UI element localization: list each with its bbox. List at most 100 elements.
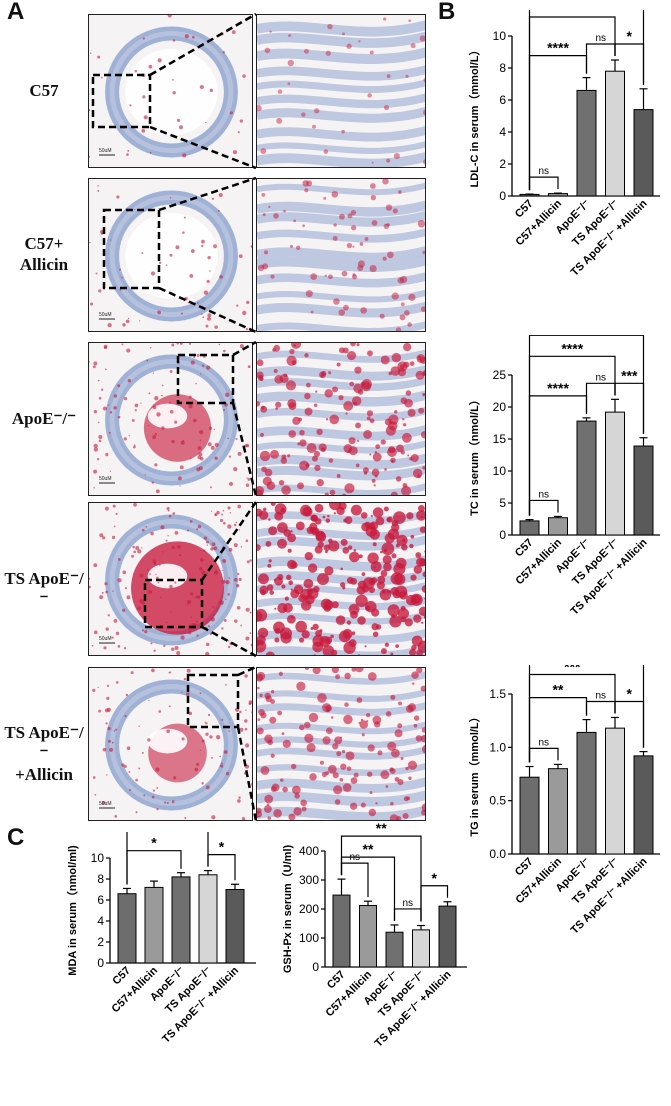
significance-label: ns: [595, 690, 606, 701]
histology-row-label: C57+ Allicin: [2, 233, 86, 275]
micrograph-overview: 50uM: [88, 667, 253, 821]
bar: [576, 420, 597, 536]
y-tick-label: 100: [299, 931, 319, 945]
significance-label: *: [151, 835, 157, 851]
significance-bracket: [585, 382, 616, 414]
y-tick-label: 200: [299, 902, 319, 916]
bar: [576, 731, 597, 855]
y-tick-label: 8: [97, 872, 104, 886]
significance-label: *: [627, 28, 633, 44]
y-tick-label: 10: [493, 29, 507, 43]
y-axis-label: GSH-Px in serum（U/ml): [281, 844, 294, 973]
bar: [576, 89, 597, 197]
significance-label: *: [219, 839, 225, 855]
micrograph-image: 50uM: [89, 343, 252, 495]
category-label: C57: [513, 537, 536, 560]
tg-chart: 0.00.51.01.5TG in serum（mmol/L）C57C57+Al…: [468, 665, 660, 937]
bar: [605, 727, 625, 855]
y-axis-label: LDL-C in serum（mmol/L）: [468, 44, 481, 187]
y-tick-label: 300: [299, 873, 319, 887]
bar: [171, 876, 191, 964]
y-tick-label: 2: [499, 157, 506, 171]
scale-bar-label: 50uM: [99, 801, 112, 807]
histology-row-label: C57: [2, 80, 86, 101]
y-tick-label: 0.0: [489, 847, 506, 861]
y-axis-label: TC in serum（nmol/L）: [468, 394, 481, 516]
significance-bracket: [528, 499, 559, 516]
micrograph-overview: 50uM: [88, 342, 253, 496]
scale-bar-label: 50uM: [99, 312, 112, 318]
y-tick-label: 20: [493, 400, 507, 414]
y-axis-label: TG in serum（mmol/L）: [468, 711, 481, 836]
significance-label: **: [363, 841, 374, 857]
significance-bracket: [393, 908, 422, 922]
significance-label: ****: [561, 340, 583, 356]
bar: [438, 905, 457, 968]
bar: [548, 768, 568, 855]
scale-bar-label: 50uM: [99, 476, 112, 482]
micrograph-overview: 50uM: [88, 502, 253, 656]
significance-bracket: [340, 835, 422, 922]
bar: [605, 411, 625, 536]
bar: [144, 886, 164, 964]
significance-bracket: [340, 862, 369, 898]
histology-row-label-line: C57: [29, 81, 59, 100]
bar: [332, 894, 351, 968]
significance-label: ns: [595, 33, 606, 44]
significance-label: *: [432, 870, 438, 886]
histology-row-label-line: Allicin: [19, 255, 69, 274]
significance-label: ***: [564, 665, 581, 674]
significance-bracket: [528, 176, 559, 191]
y-tick-label: 8: [499, 61, 506, 75]
y-tick-label: 4: [97, 914, 104, 928]
micrograph-image: 50uM: [89, 179, 252, 331]
significance-bracket: [528, 673, 616, 763]
histology-row-label-line: TS ApoE⁻/⁻: [4, 723, 84, 763]
panel-label-a: A: [7, 0, 25, 25]
bar: [385, 931, 404, 968]
bar: [548, 193, 568, 197]
significance-bracket: [528, 10, 645, 191]
micrograph-zoom: [256, 14, 426, 168]
significance-label: *: [627, 685, 633, 701]
micrograph-image: 50uM: [89, 668, 252, 820]
bar: [633, 755, 654, 855]
y-tick-label: 5: [499, 496, 506, 510]
y-tick-label: 10: [493, 464, 507, 478]
bar: [359, 905, 377, 968]
micrograph-zoom: [256, 342, 426, 496]
significance-label: **: [553, 682, 564, 698]
bar: [117, 893, 137, 964]
micrograph-image: 50uM: [89, 15, 252, 167]
y-tick-label: 10: [91, 851, 105, 865]
bar: [519, 520, 540, 536]
micrograph-zoom: [256, 178, 426, 332]
bar: [519, 776, 540, 855]
micrograph-image: [257, 343, 425, 495]
histology-row-label-line: +Allicin: [15, 765, 73, 784]
y-tick-label: 15: [493, 432, 507, 446]
significance-label: ns: [538, 166, 549, 177]
y-tick-label: 400: [299, 844, 319, 858]
significance-bracket: [126, 832, 209, 885]
micrograph-overview: 50uM: [88, 14, 253, 168]
significance-label: ****: [547, 380, 569, 396]
histology-row-label-line: ApoE⁻/⁻: [11, 409, 77, 428]
bar: [198, 874, 218, 964]
significance-label: **: [376, 822, 387, 836]
significance-bracket: [585, 43, 616, 74]
micrograph-overview: 50uM: [88, 178, 253, 332]
significance-label: ns: [538, 489, 549, 500]
panel-label-b: B: [438, 0, 456, 25]
micrograph-zoom: [256, 502, 426, 656]
micrograph-image: [257, 668, 425, 820]
y-tick-label: 6: [97, 893, 104, 907]
histology-row-label-line: TS ApoE⁻/⁻: [4, 569, 84, 609]
significance-label: ns: [402, 898, 413, 909]
micrograph-image: [257, 503, 425, 655]
y-tick-label: 0: [97, 956, 104, 970]
bar: [633, 445, 654, 536]
bar: [633, 109, 654, 197]
